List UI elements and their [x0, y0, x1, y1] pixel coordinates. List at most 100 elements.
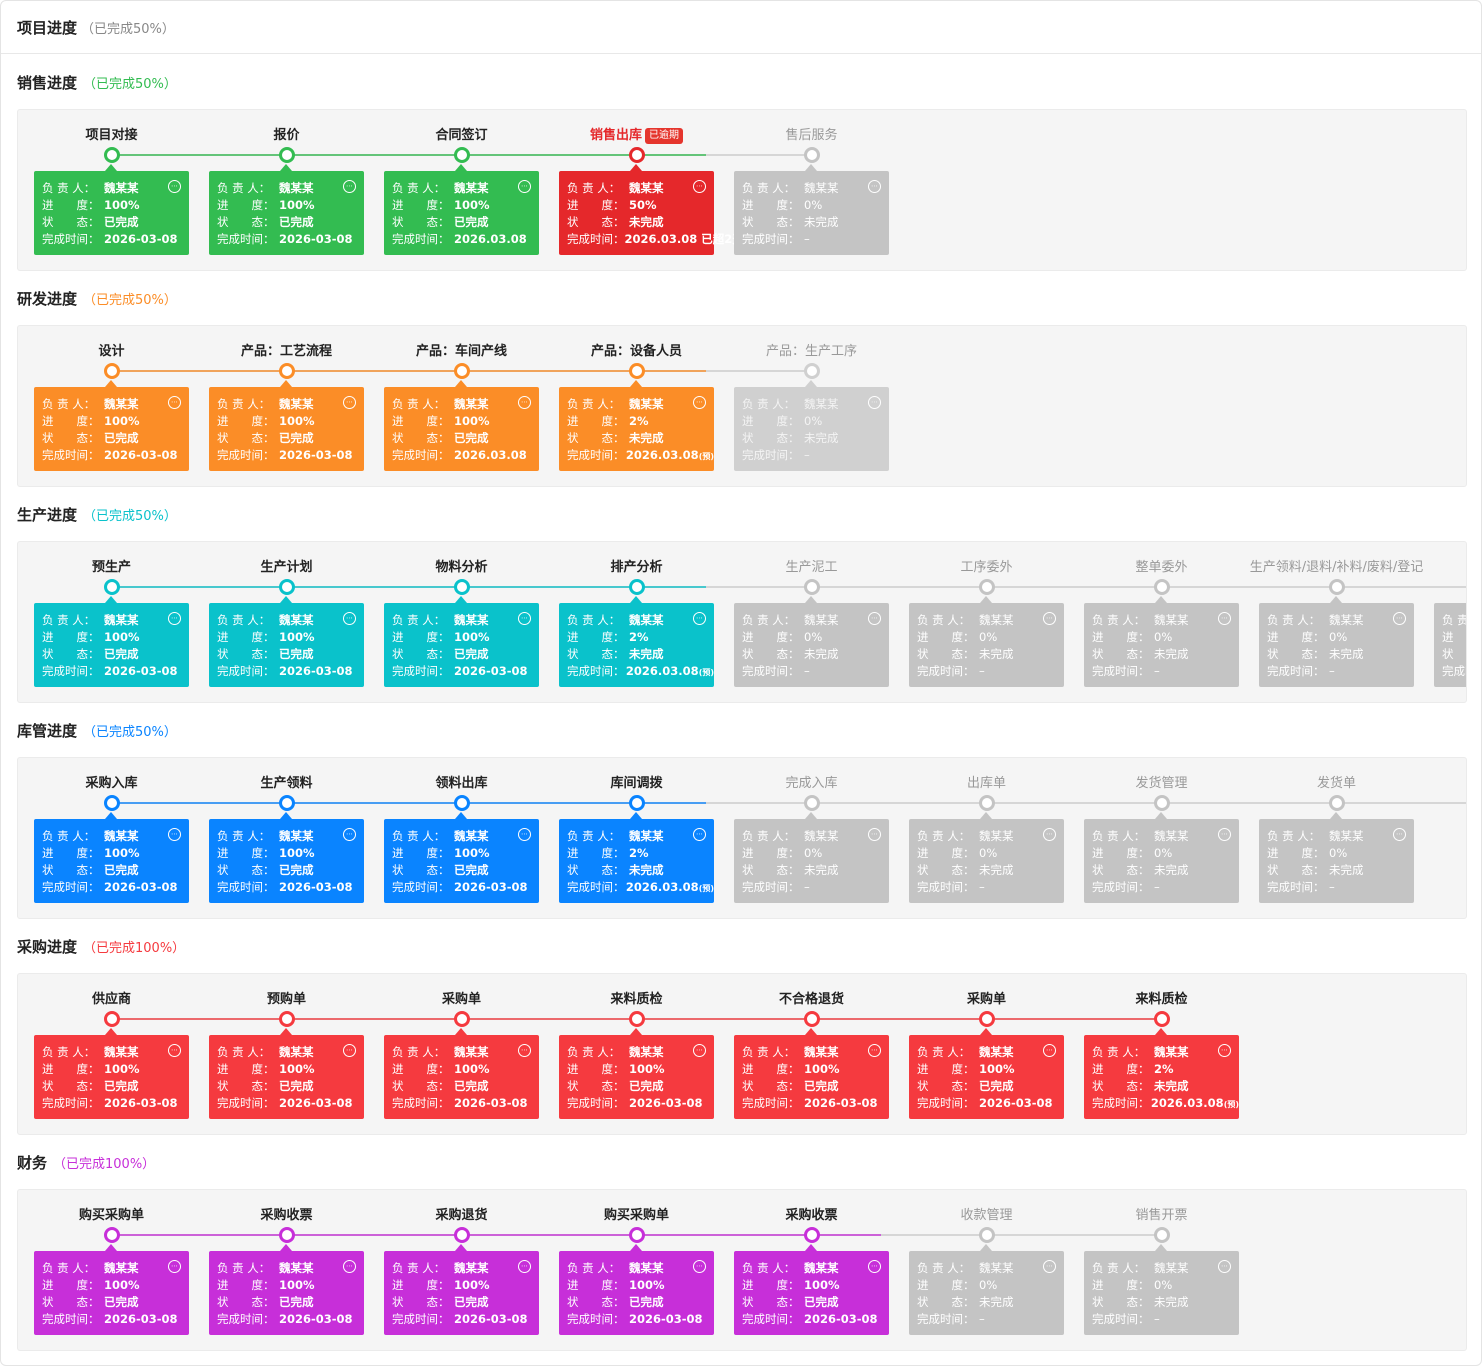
- status-row: 状 态： 已完成: [567, 1294, 714, 1311]
- step-card[interactable]: 负 责 人： 魏某某进 度： 100% 状 态： 已完成 完成时间： 2026-03-08 ⋯: [559, 1028, 714, 1119]
- more-icon[interactable]: ⋯: [1043, 828, 1056, 841]
- more-icon[interactable]: ⋯: [518, 180, 531, 193]
- more-icon[interactable]: ⋯: [343, 828, 356, 841]
- section-header: 库管进度 （已完成50%）: [17, 719, 177, 741]
- more-icon[interactable]: ⋯: [343, 1044, 356, 1057]
- step-card[interactable]: 负 责 人：魏某某进 度：0%状 态：未完成完成时间：–⋯: [734, 596, 889, 687]
- step-card[interactable]: 负 责 人： 魏某某进 度： 2% 状 态： 未完成 完成时间： 2026.03.08(预)…: [559, 812, 714, 903]
- more-icon[interactable]: ⋯: [168, 1044, 181, 1057]
- step-card[interactable]: 负 责 人：魏某某进 度：0%状 态：未完成完成时间：–⋯: [1259, 596, 1414, 687]
- owner-label: 负 责 人：: [742, 181, 796, 195]
- step-node: [104, 1227, 120, 1243]
- more-icon[interactable]: ⋯: [518, 1044, 531, 1057]
- more-icon[interactable]: ⋯: [1218, 1044, 1231, 1057]
- more-icon[interactable]: ⋯: [343, 180, 356, 193]
- more-icon[interactable]: ⋯: [518, 612, 531, 625]
- more-icon[interactable]: ⋯: [868, 180, 881, 193]
- more-icon[interactable]: ⋯: [343, 612, 356, 625]
- step-card[interactable]: 负 责 人： 魏某某进 度： 2% 状 态： 未完成 完成时间： 2026.03.08(预)…: [559, 380, 714, 471]
- more-icon[interactable]: ⋯: [693, 396, 706, 409]
- progress-row: 进 度： 100%: [217, 845, 364, 862]
- more-icon[interactable]: ⋯: [693, 1044, 706, 1057]
- more-icon[interactable]: ⋯: [868, 1044, 881, 1057]
- more-icon[interactable]: ⋯: [868, 1260, 881, 1273]
- owner-row: 负 责 人： 魏某某: [1092, 1044, 1239, 1061]
- step-card[interactable]: 负 责 人： 魏某某进 度： 100% 状 态： 已完成 完成时间： 2026-03-08 ⋯: [384, 1028, 539, 1119]
- more-icon[interactable]: ⋯: [518, 828, 531, 841]
- step-label: 发货单: [1259, 772, 1414, 791]
- progress-label: 进 度：: [42, 630, 100, 644]
- step-card[interactable]: 负 责 人： 魏某某进 度： 100% 状 态： 已完成 完成时间： 2026-03-08 ⋯: [34, 812, 189, 903]
- step-card[interactable]: 负 责 人： 魏某某进 度： 100% 状 态： 已完成 完成时间： 2026.03.08 ⋯: [384, 164, 539, 255]
- step-card[interactable]: 负 责 人：魏某某进 度：0%状 态：未完成完成时间：–⋯: [1084, 812, 1239, 903]
- step-card[interactable]: 负 责 人： 魏某某进 度： 100% 状 态： 已完成 完成时间： 2026-03-08 ⋯: [384, 596, 539, 687]
- more-icon[interactable]: ⋯: [168, 828, 181, 841]
- step-card[interactable]: 负 责 人： 魏某某进 度： 100% 状 态： 已完成 完成时间： 2026-03-08 ⋯: [384, 812, 539, 903]
- more-icon[interactable]: ⋯: [168, 1260, 181, 1273]
- step-card[interactable]: 负 责 人： 魏某某进 度： 100% 状 态： 已完成 完成时间： 2026-03-08 ⋯: [34, 1244, 189, 1335]
- step-card[interactable]: 负 责 人： 魏某某进 度： 100% 状 态： 已完成 完成时间： 2026-03-08 ⋯: [209, 812, 364, 903]
- step-card[interactable]: 负 责 人： 魏某某进 度： 100% 状 态： 已完成 完成时间： 2026-03-08 ⋯: [384, 1244, 539, 1335]
- owner-label: 负 责 人：: [42, 829, 96, 843]
- step-card[interactable]: 负 责 人：魏某某进 度：0%状 态：未完成完成时间：–⋯: [734, 812, 889, 903]
- more-icon[interactable]: ⋯: [1393, 612, 1406, 625]
- more-icon[interactable]: ⋯: [1218, 1260, 1231, 1273]
- more-icon[interactable]: ⋯: [1218, 612, 1231, 625]
- more-icon[interactable]: ⋯: [343, 1260, 356, 1273]
- step-card[interactable]: 负 责 人：魏某某进 度：0%状 态：未完成完成时间：–⋯: [734, 380, 889, 471]
- step-card[interactable]: 负 责 人： 魏某某进 度： 100% 状 态： 已完成 完成时间： 2026-03-08 ⋯: [34, 380, 189, 471]
- more-icon[interactable]: ⋯: [168, 180, 181, 193]
- step-card[interactable]: 负 责 人： 魏某某进 度： 100% 状 态： 已完成 完成时间： 2026-03-08 ⋯: [209, 380, 364, 471]
- step-card[interactable]: 负 责 人：魏某某进 度：0%状 态：未完成完成时间：–⋯: [734, 164, 889, 255]
- step-card[interactable]: 负 责 人：魏某某进 度：0%状 态：未完成完成时间：–⋯: [909, 596, 1064, 687]
- more-icon[interactable]: ⋯: [168, 396, 181, 409]
- more-icon[interactable]: ⋯: [868, 396, 881, 409]
- more-icon[interactable]: ⋯: [693, 828, 706, 841]
- step-card[interactable]: 负 责 人： 魏某某进 度： 2% 状 态： 未完成 完成时间： 2026.03.08(预)…: [559, 596, 714, 687]
- more-icon[interactable]: ⋯: [868, 612, 881, 625]
- step-label: 生产计划: [209, 556, 364, 575]
- time-label: 完成时间：: [42, 880, 100, 894]
- step-card[interactable]: 负 责 人： 魏某某进 度： 100% 状 态： 已完成 完成时间： 2026-03-08 ⋯: [734, 1244, 889, 1335]
- more-icon[interactable]: ⋯: [1043, 612, 1056, 625]
- more-icon[interactable]: ⋯: [343, 396, 356, 409]
- step-card[interactable]: 负 责 人： 魏某某进 度： 100% 状 态： 已完成 完成时间： 2026-03-08 ⋯: [209, 1244, 364, 1335]
- step-card[interactable]: 负 责 人： 魏某某进 度： 100% 状 态： 已完成 完成时间： 2026-03-08 ⋯: [734, 1028, 889, 1119]
- step-label-text: 不合格退货: [778, 992, 844, 1007]
- more-icon[interactable]: ⋯: [868, 828, 881, 841]
- more-icon[interactable]: ⋯: [1043, 1260, 1056, 1273]
- more-icon[interactable]: ⋯: [168, 612, 181, 625]
- step-card[interactable]: 负 责 人：魏某某进 度：0%状 态：未完成完成时间：–⋯: [1259, 812, 1414, 903]
- step-card[interactable]: 负 责 人： 魏某某进 度： 100% 状 态： 已完成 完成时间： 2026-03-08 ⋯: [559, 1244, 714, 1335]
- more-icon[interactable]: ⋯: [693, 180, 706, 193]
- progress-value: 100%: [454, 414, 490, 428]
- step-card[interactable]: 负 责 人： 魏某某进 度： 50% 状 态： 未完成 完成时间： 2026.03.08 已…: [559, 164, 744, 255]
- step-label: 售后服务: [734, 124, 889, 143]
- more-icon[interactable]: ⋯: [518, 396, 531, 409]
- step-card[interactable]: 负 责 人： 魏某某进 度： 100% 状 态： 已完成 完成时间： 2026-03-08 ⋯: [34, 164, 189, 255]
- time-label: 完成时间：: [742, 232, 800, 246]
- more-icon[interactable]: ⋯: [1218, 828, 1231, 841]
- owner-value: 魏某某: [979, 1045, 1014, 1059]
- step-card[interactable]: 负 责 人： 魏某某进 度： 100% 状 态： 已完成 完成时间： 2026-03-08 ⋯: [209, 164, 364, 255]
- step-card[interactable]: 负 责 人：魏某某进 度：0%状 态：未完成完成时间：–⋯: [909, 812, 1064, 903]
- step-card[interactable]: 负 责 人： 魏某某进 度： 100% 状 态： 已完成 完成时间： 2026-03-08 ⋯: [209, 1028, 364, 1119]
- step-card[interactable]: 负 责 人： 魏某某进 度： 2% 状 态： 未完成 完成时间： 2026.03.08(预)…: [1084, 1028, 1239, 1119]
- progress-label: 进 度：: [1267, 846, 1325, 860]
- step-card[interactable]: 负 责 人： 魏某某进 度： 100% 状 态： 已完成 完成时间： 2026.03.08 ⋯: [384, 380, 539, 471]
- more-icon[interactable]: ⋯: [518, 1260, 531, 1273]
- step-card[interactable]: 负 责 人： 魏某某进 度： 100% 状 态： 已完成 完成时间： 2026-03-08 ⋯: [34, 596, 189, 687]
- more-icon[interactable]: ⋯: [1393, 828, 1406, 841]
- more-icon[interactable]: ⋯: [693, 1260, 706, 1273]
- step-card[interactable]: 负 责 人： 魏某某进 度： 100% 状 态： 已完成 完成时间： 2026-03-08 ⋯: [909, 1028, 1064, 1119]
- step-card[interactable]: 负 责 人： 魏某某进 度： 100% 状 态： 已完成 完成时间： 2026-03-08 ⋯: [209, 596, 364, 687]
- more-icon[interactable]: ⋯: [1043, 1044, 1056, 1057]
- more-icon[interactable]: ⋯: [693, 612, 706, 625]
- step-card[interactable]: 负 责 人：魏某某进 度：0%状 态：未完成完成时间：–⋯: [1084, 596, 1239, 687]
- step-card[interactable]: 负 责 人：魏某某进 度：0%状 态：未完成完成时间：–⋯: [1084, 1244, 1239, 1335]
- step-card[interactable]: 负 责 人：魏某某进 度：0%状 态：未完成完成时间：–⋯: [909, 1244, 1064, 1335]
- status-row: 状 态： 未完成: [567, 430, 714, 447]
- step-card[interactable]: 负 责 人： 魏某某进 度： 100% 状 态： 已完成 完成时间： 2026-03-08 ⋯: [34, 1028, 189, 1119]
- progress-value: 2%: [629, 846, 649, 860]
